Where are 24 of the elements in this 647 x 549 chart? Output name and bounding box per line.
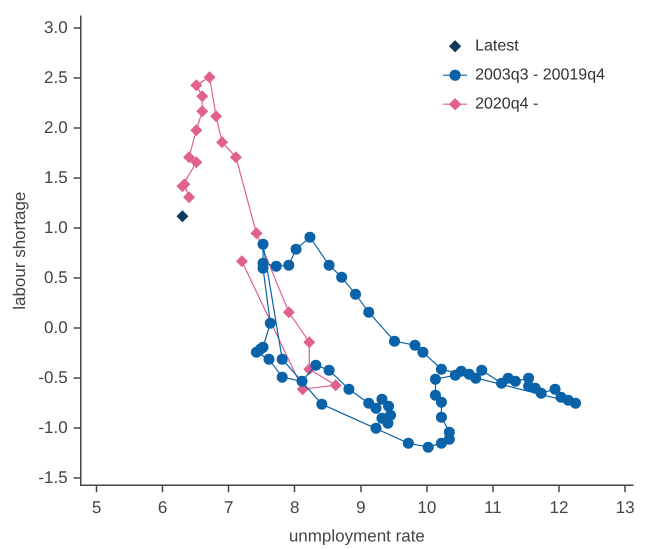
x-tick-label: 6 bbox=[158, 498, 168, 518]
y-tick-label: -1.5 bbox=[38, 468, 68, 487]
legend-label: Latest bbox=[475, 38, 520, 55]
y-tick-label: 1.0 bbox=[44, 218, 68, 237]
y-axis-title: labour shortage bbox=[10, 192, 29, 310]
y-tick-label: 0.5 bbox=[44, 268, 68, 287]
y-tick-label: 2.5 bbox=[44, 68, 68, 87]
x-tick-label: 5 bbox=[92, 498, 102, 518]
y-tick-label: 2.0 bbox=[44, 118, 68, 137]
x-tick-label: 11 bbox=[484, 498, 502, 518]
x-tick-label: 12 bbox=[550, 498, 568, 518]
x-tick-label: 13 bbox=[616, 498, 635, 518]
x-tick-label: 9 bbox=[356, 498, 366, 518]
y-tick-label: -0.5 bbox=[38, 368, 68, 387]
legend-label: 2020q4 - bbox=[475, 96, 538, 113]
y-tick-label: 3.0 bbox=[44, 18, 68, 37]
y-tick-label: 1.5 bbox=[44, 168, 68, 187]
x-tick-label: 8 bbox=[290, 498, 300, 518]
x-tick-label: 10 bbox=[417, 498, 436, 518]
x-axis-title: unmployment rate bbox=[288, 526, 425, 546]
legend-label: 2003q3 - 20019q4 bbox=[475, 66, 606, 84]
x-tick-label: 7 bbox=[224, 498, 234, 518]
y-tick-label: 0.0 bbox=[44, 318, 68, 337]
y-tick-label: -1.0 bbox=[38, 418, 68, 437]
